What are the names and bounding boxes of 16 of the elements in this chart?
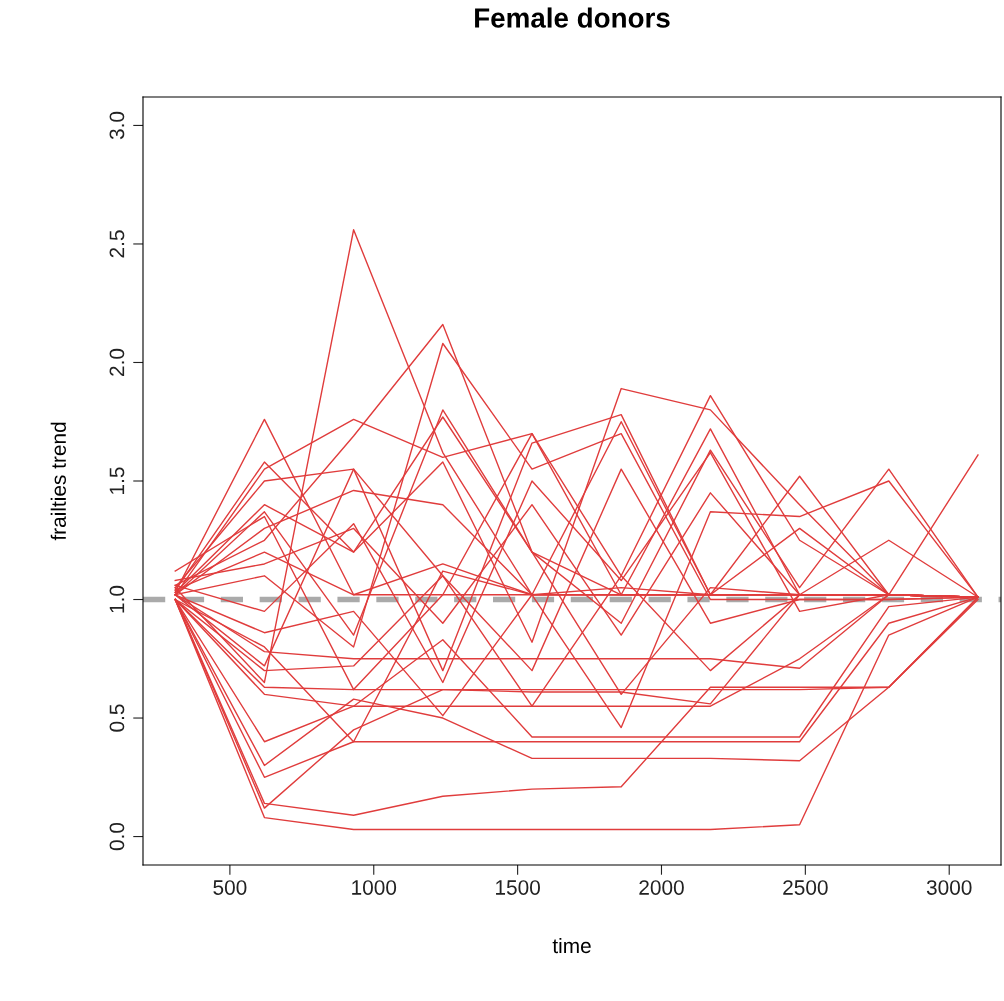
y-tick-label: 0.0: [109, 822, 125, 851]
x-tick-label: 3000: [926, 880, 972, 895]
y-tick-label: 1.5: [109, 467, 125, 494]
x-tick-label: 2000: [639, 880, 684, 895]
x-tick-label: 2500: [783, 880, 828, 895]
x-tick-label: 500: [213, 880, 247, 895]
y-axis-title: frailties trend: [50, 422, 66, 541]
y-tick-label: 2.0: [109, 348, 125, 376]
y-tick-label: 1.0: [109, 585, 125, 613]
y-tick-label: 0.5: [109, 704, 125, 732]
y-tick-label: 2.5: [109, 230, 125, 258]
x-axis-title: time: [552, 937, 591, 954]
y-tick-label: 3.0: [109, 111, 125, 140]
x-tick-label: 1000: [352, 880, 397, 895]
chart-title: Female donors: [475, 7, 670, 28]
x-tick-label: 1500: [496, 880, 540, 895]
